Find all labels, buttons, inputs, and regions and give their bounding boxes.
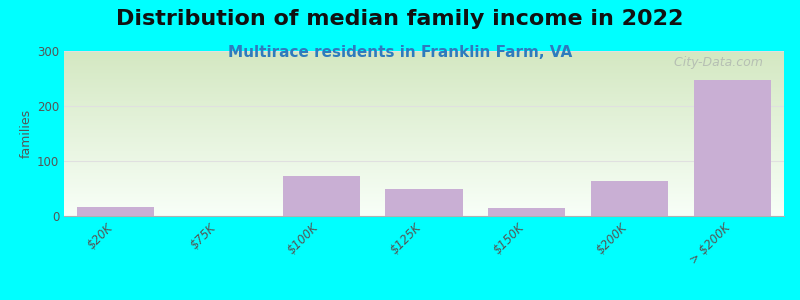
Text: City-Data.com: City-Data.com — [666, 56, 762, 69]
Bar — [282, 176, 360, 216]
Text: Distribution of median family income in 2022: Distribution of median family income in … — [116, 9, 684, 29]
Y-axis label: families: families — [20, 109, 33, 158]
Bar — [488, 208, 566, 216]
Text: Multirace residents in Franklin Farm, VA: Multirace residents in Franklin Farm, VA — [228, 45, 572, 60]
Bar — [386, 188, 462, 216]
Bar — [77, 207, 154, 216]
Bar — [591, 181, 668, 216]
Bar — [694, 80, 771, 216]
